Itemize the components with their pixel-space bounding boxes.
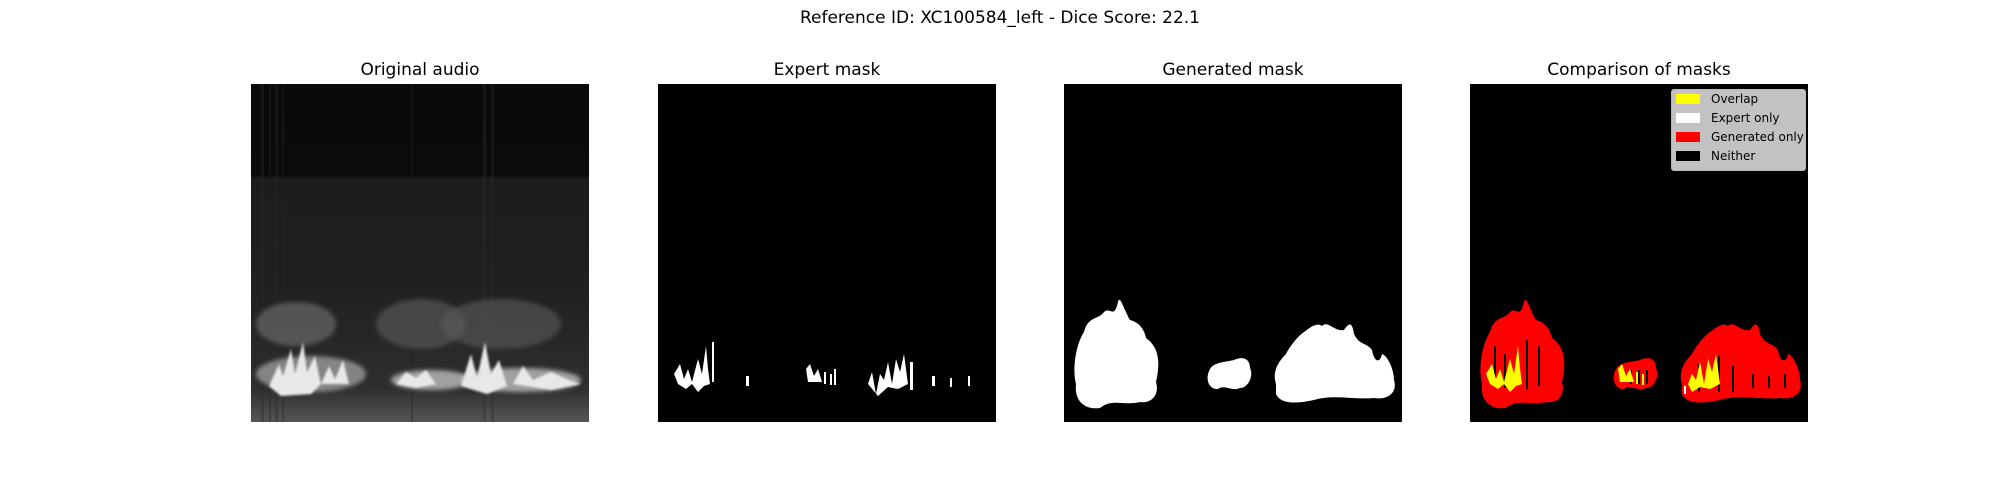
legend-swatch-generated-only bbox=[1676, 132, 1700, 142]
figure-title: Reference ID: XC100584_left - Dice Score… bbox=[799, 8, 1200, 28]
panel-title-expert-mask: Expert mask bbox=[773, 60, 881, 80]
legend-swatch-overlap bbox=[1676, 94, 1700, 104]
expert-mask-panel bbox=[658, 84, 996, 422]
spectrogram-vertical-streaks bbox=[261, 84, 494, 422]
spectrogram-panel bbox=[251, 84, 589, 422]
legend-swatch-neither bbox=[1676, 151, 1700, 161]
expert-only-region bbox=[1684, 386, 1686, 394]
legend-label-overlap: Overlap bbox=[1711, 92, 1759, 106]
legend-label-neither: Neither bbox=[1711, 149, 1756, 163]
generated-mask-panel bbox=[1064, 84, 1402, 422]
overlap-region bbox=[1486, 346, 1720, 392]
legend-swatch-expert-only bbox=[1676, 113, 1700, 123]
legend: Overlap Expert only Generated only Neith… bbox=[1671, 89, 1806, 171]
panel-title-generated-mask: Generated mask bbox=[1162, 60, 1304, 80]
legend-label-expert-only: Expert only bbox=[1711, 111, 1780, 125]
spectrogram-calls bbox=[269, 342, 581, 396]
panel-title-comparison: Comparison of masks bbox=[1547, 60, 1731, 80]
expert-mask-region bbox=[674, 342, 970, 396]
generated-mask-region bbox=[1074, 299, 1395, 409]
generated-only-region bbox=[1480, 299, 1801, 409]
legend-label-generated-only: Generated only bbox=[1711, 130, 1804, 144]
panel-title-original-audio: Original audio bbox=[360, 60, 480, 80]
